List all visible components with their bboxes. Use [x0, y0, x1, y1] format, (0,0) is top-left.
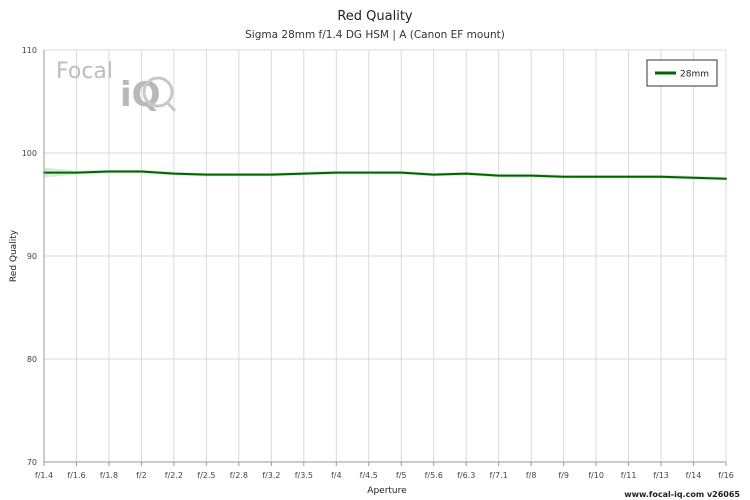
data-point — [530, 174, 533, 177]
logo-focal-text: Focal — [56, 59, 113, 84]
x-tick-label: f/1.8 — [100, 471, 118, 480]
data-point — [692, 176, 695, 179]
x-tick-label: f/2.8 — [230, 471, 248, 480]
magnifier-icon — [142, 76, 174, 108]
data-point — [302, 172, 305, 175]
data-point — [75, 171, 78, 174]
y-tick-label: 110 — [22, 46, 37, 55]
x-tick-label: f/4 — [331, 471, 342, 480]
data-point — [725, 177, 727, 180]
y-tick-label: 100 — [22, 149, 37, 158]
data-point — [497, 174, 500, 177]
x-tick-label: f/5.6 — [425, 471, 443, 480]
data-point — [367, 171, 370, 174]
series-band — [44, 167, 726, 181]
data-point — [270, 173, 273, 176]
y-tick-label: 80 — [27, 355, 37, 364]
footer-watermark: www.focal-iq.com v26065 — [624, 490, 740, 499]
x-tick-label: f/7.1 — [490, 471, 508, 480]
x-tick-label: f/5 — [396, 471, 407, 480]
data-point — [465, 172, 468, 175]
x-tick-label: f/13 — [653, 471, 669, 480]
magnifier-handle — [165, 101, 177, 112]
x-tick-label: f/8 — [526, 471, 537, 480]
data-point — [205, 173, 208, 176]
y-tick-label: 90 — [27, 252, 37, 261]
x-tick-label: f/2.5 — [197, 471, 215, 480]
x-tick-labels: f/1.4 f/1.6 f/1.8 f/2 f/2.2 f/2.5 f/2.8 f/3.2 f/… — [35, 462, 734, 480]
x-tick-label: f/10 — [588, 471, 604, 480]
data-point — [562, 175, 565, 178]
x-tick-label: f/3.2 — [262, 471, 280, 480]
x-tick-label: f/3.5 — [295, 471, 313, 480]
x-axis-label: Aperture — [367, 486, 407, 496]
logo-iq-text: iQ — [120, 75, 161, 115]
y-axis-label: Red Quality — [9, 229, 19, 282]
data-point — [432, 173, 435, 176]
x-tick-label: f/11 — [621, 471, 637, 480]
x-tick-label: f/9 — [558, 471, 569, 480]
data-point — [172, 172, 175, 175]
y-tick-label: 70 — [27, 458, 37, 467]
data-point — [595, 175, 598, 178]
data-point — [400, 171, 403, 174]
y-tick-labels: 70 80 90 100 110 — [22, 46, 37, 467]
data-point — [237, 173, 240, 176]
x-tick-label: f/1.4 — [35, 471, 53, 480]
series-line-28mm — [44, 170, 727, 180]
x-tick-label: f/1.6 — [67, 471, 85, 480]
x-tick-label: f/6.3 — [457, 471, 475, 480]
chart-title: Red Quality — [337, 9, 413, 24]
x-tick-label: f/4.5 — [360, 471, 378, 480]
data-point — [660, 175, 663, 178]
x-tick-label: f/2.2 — [165, 471, 183, 480]
x-tick-label: f/16 — [718, 471, 734, 480]
axes — [43, 50, 726, 463]
chart-subtitle: Sigma 28mm f/1.4 DG HSM | A (Canon EF mo… — [245, 29, 505, 41]
x-tick-label: f/14 — [686, 471, 702, 480]
series-layer — [43, 170, 727, 180]
data-point — [335, 171, 338, 174]
focal-iq-logo: Focal iQ — [56, 59, 177, 115]
x-tick-label: f/2 — [136, 471, 147, 480]
data-point — [140, 170, 143, 173]
legend-label: 28mm — [680, 70, 709, 80]
legend: 28mm — [646, 59, 718, 87]
uncertainty-band — [44, 167, 726, 181]
data-point — [107, 170, 110, 173]
data-point — [627, 175, 630, 178]
